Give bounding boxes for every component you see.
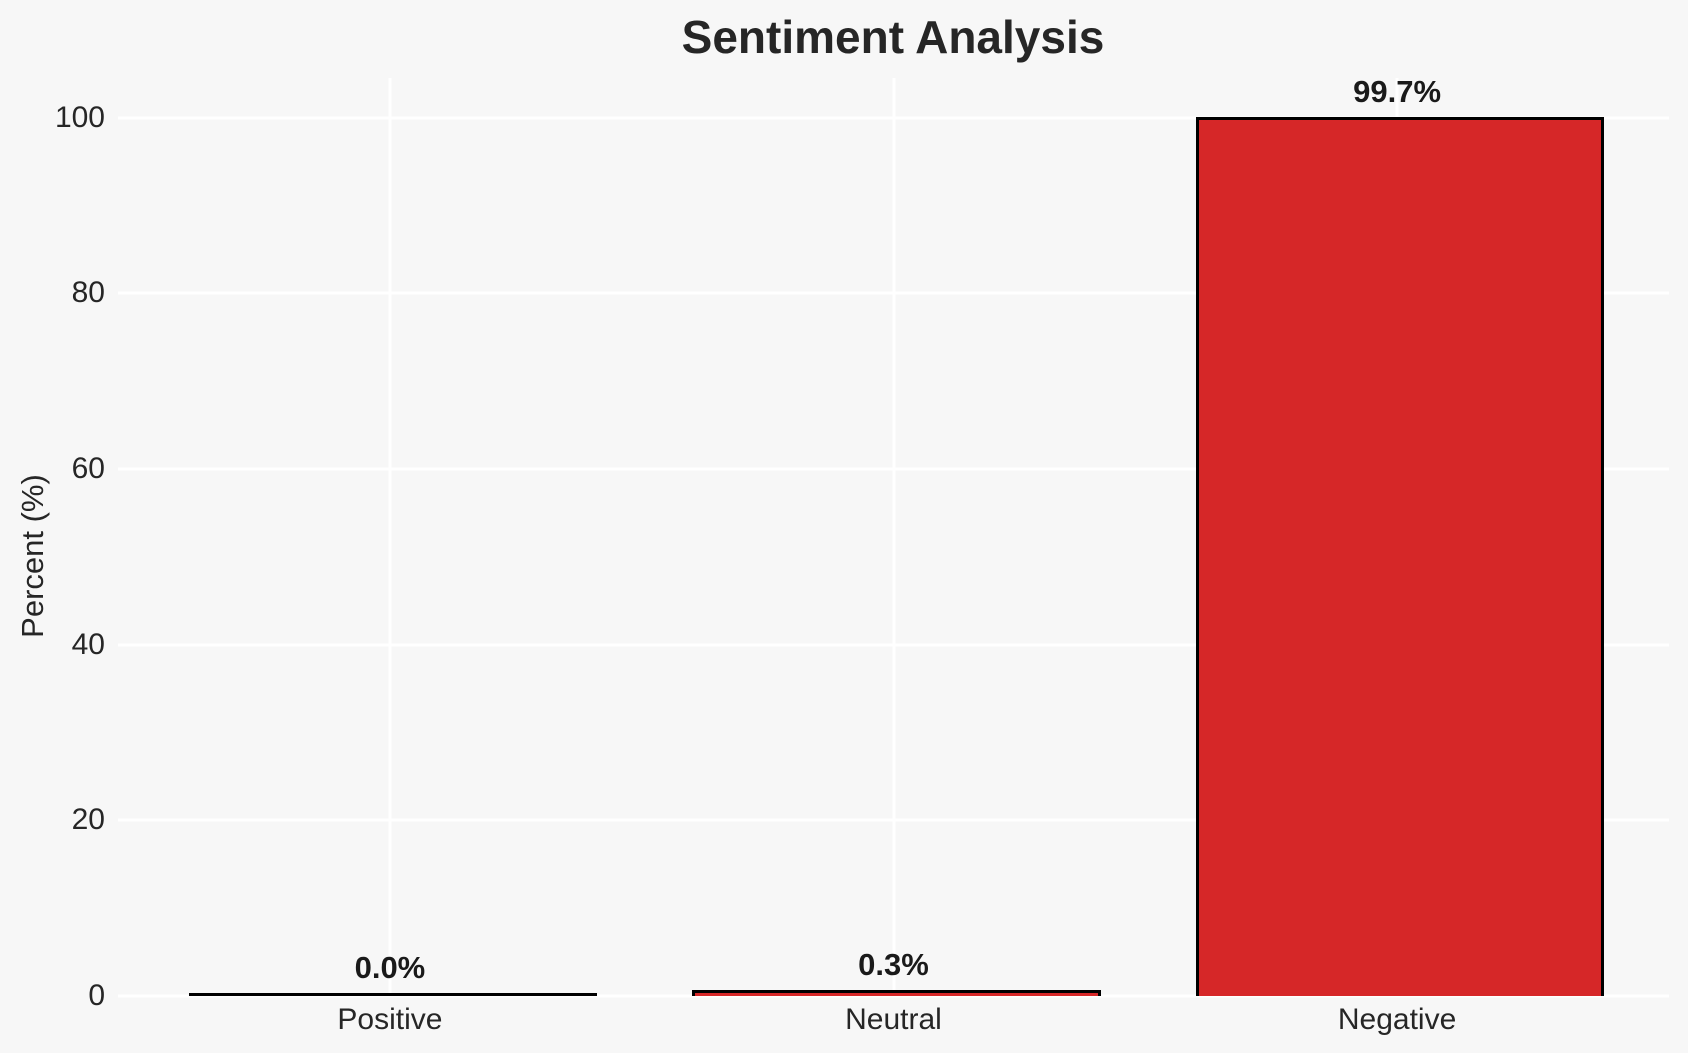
x-gridline [388,78,392,996]
y-tick-label: 40 [71,627,105,661]
y-axis-label: Percent (%) [15,474,50,638]
y-tick-label: 0 [88,979,105,1012]
y-tick-label: 80 [71,276,105,310]
y-gridline [118,994,1669,998]
bar-positive [188,993,598,996]
x-tick-label-positive: Positive [337,1003,443,1036]
plot-area: 0.0% 0.3% 99.7% [118,74,1669,998]
y-tick-label: 20 [71,803,105,837]
bar-value-label: 99.7% [1353,74,1442,110]
bar-value-label: 0.0% [354,950,426,985]
y-tick-label: 100 [54,100,105,134]
bar-neutral [692,990,1101,996]
bar-value-label: 0.3% [858,947,929,983]
chart-title: Sentiment Analysis [681,11,1105,63]
y-tick-label: 60 [71,451,105,485]
bar-negative [1195,117,1605,996]
x-tick-label-neutral: Neutral [845,1003,942,1036]
x-tick-label-negative: Negative [1337,1003,1457,1036]
x-gridline [892,78,895,996]
